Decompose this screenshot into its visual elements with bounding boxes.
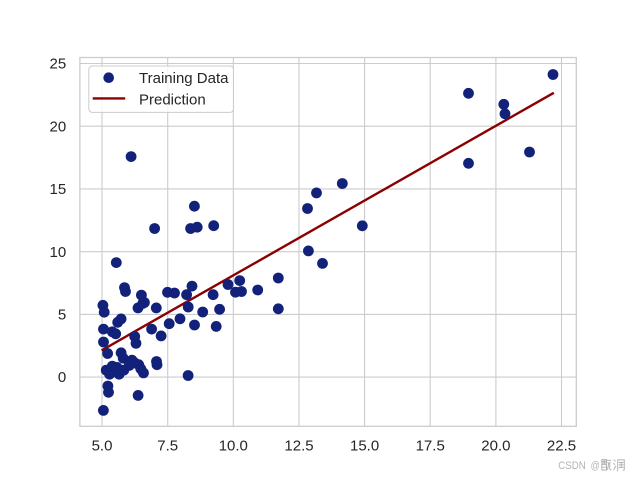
svg-text:0: 0 [58, 369, 66, 386]
svg-text:20.0: 20.0 [481, 438, 510, 455]
svg-text:@: @ [591, 460, 600, 472]
svg-text:10.0: 10.0 [219, 438, 248, 455]
svg-text:Prediction: Prediction [139, 91, 206, 108]
svg-text:22.5: 22.5 [547, 438, 576, 455]
svg-text:12.5: 12.5 [284, 438, 313, 455]
svg-text:17.5: 17.5 [416, 438, 445, 455]
svg-text:25: 25 [50, 56, 67, 73]
svg-text:5: 5 [58, 307, 66, 324]
svg-text:7.5: 7.5 [157, 438, 178, 455]
svg-text:5.0: 5.0 [92, 438, 113, 455]
svg-text:10: 10 [50, 244, 67, 261]
svg-text:15: 15 [50, 181, 67, 198]
svg-text:Training Data: Training Data [139, 70, 229, 87]
svg-text:CSDN: CSDN [558, 460, 586, 472]
svg-text:20: 20 [50, 118, 67, 135]
svg-text:15.0: 15.0 [350, 438, 379, 455]
